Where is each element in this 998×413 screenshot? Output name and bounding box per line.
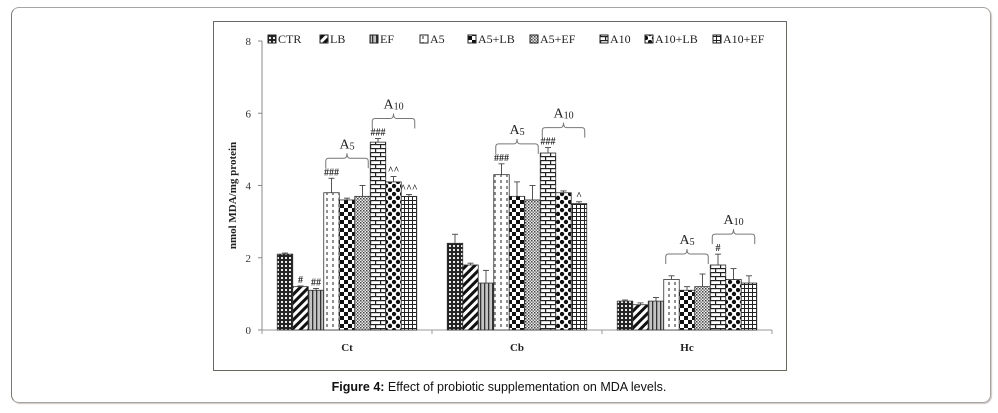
bar (292, 286, 309, 331)
bar (663, 279, 680, 331)
y-tick-label: 0 (246, 325, 252, 337)
bar (570, 203, 588, 331)
significance-mark: ^^^ (400, 184, 418, 195)
legend-swatch (599, 34, 609, 44)
legend-label: EF (380, 32, 394, 46)
legend-label: A5+EF (540, 32, 576, 46)
legend-label: A5 (430, 32, 445, 46)
bracket-label: A10 (553, 107, 573, 122)
legend-swatch (267, 34, 277, 44)
legend-swatch (712, 34, 722, 44)
bar (385, 181, 402, 331)
bar (694, 286, 711, 331)
legend-swatch (319, 34, 329, 44)
bar (338, 199, 356, 331)
y-tick-label: 4 (246, 181, 252, 193)
axes: 0 2 4 6 8 nmol MDA/mg protein Ct Cb Hc (227, 36, 773, 354)
y-tick-label: 6 (246, 108, 252, 120)
legend-swatch (419, 34, 429, 44)
legend-label: A5+LB (478, 32, 515, 46)
bar (725, 279, 742, 331)
legend-swatch (644, 34, 654, 44)
bar (400, 195, 418, 331)
x-tick-label: Cb (510, 342, 524, 354)
bar (307, 289, 325, 331)
legend: CTR LB EF A5 A5+LB A5+EF A10 A10+LB A10+EF (267, 32, 765, 46)
significance-mark: ### (371, 128, 386, 139)
significance-mark: # (298, 275, 303, 286)
significance-mark: ### (324, 167, 339, 178)
bar (508, 195, 526, 331)
bar (555, 192, 572, 331)
legend-swatch (467, 34, 477, 44)
legend-label: A10+EF (723, 32, 765, 46)
bracket-label: A5 (679, 233, 694, 248)
figure-caption: Figure 4: Effect of probiotic supplement… (0, 380, 998, 394)
bar (446, 242, 464, 331)
caption-label: Figure 4: (331, 380, 385, 394)
bars (276, 138, 758, 331)
y-tick-label: 2 (246, 253, 252, 265)
group-bracket (371, 113, 416, 129)
legend-swatch (369, 34, 379, 44)
bar (354, 195, 371, 331)
bar (323, 192, 340, 331)
group-bracket (325, 153, 369, 169)
bar (539, 152, 557, 331)
x-tick-label: Hc (680, 342, 694, 354)
bar (524, 199, 541, 331)
significance-mark: ^ (576, 191, 582, 202)
bar (477, 282, 495, 331)
x-tick-label: Ct (341, 342, 353, 354)
bar (276, 253, 294, 331)
legend-label: A10 (610, 32, 631, 46)
bar (493, 174, 510, 331)
bar (740, 282, 758, 331)
bar (647, 300, 665, 331)
bracket-label: A5 (509, 123, 524, 138)
y-axis-label: nmol MDA/mg protein (227, 142, 239, 249)
bracket-label: A10 (383, 98, 403, 113)
significance-mark: # (716, 243, 721, 254)
bar (462, 264, 479, 331)
bracket-label: A10 (723, 213, 743, 228)
group-bracket (541, 122, 586, 138)
legend-label: CTR (278, 32, 301, 46)
y-tick-label: 8 (246, 36, 252, 48)
bar (616, 300, 634, 331)
significance-mark: ### (494, 153, 509, 164)
significance-mark: ### (541, 137, 556, 148)
legend-swatch (529, 34, 539, 44)
significance-mark: ## (311, 277, 321, 288)
legend-label: A10+LB (655, 32, 698, 46)
group-bracket (495, 138, 539, 154)
bar (369, 141, 387, 331)
legend-label: LB (330, 32, 345, 46)
bracket-label: A5 (339, 137, 354, 152)
bar (632, 304, 649, 331)
significance-mark: ^^ (388, 165, 400, 176)
group-bracket (711, 229, 756, 245)
figure-frame (11, 7, 991, 403)
group-bracket (665, 248, 709, 265)
bar (709, 264, 727, 331)
bar (678, 289, 696, 331)
caption-text: Effect of probiotic supplementation on M… (384, 380, 667, 394)
